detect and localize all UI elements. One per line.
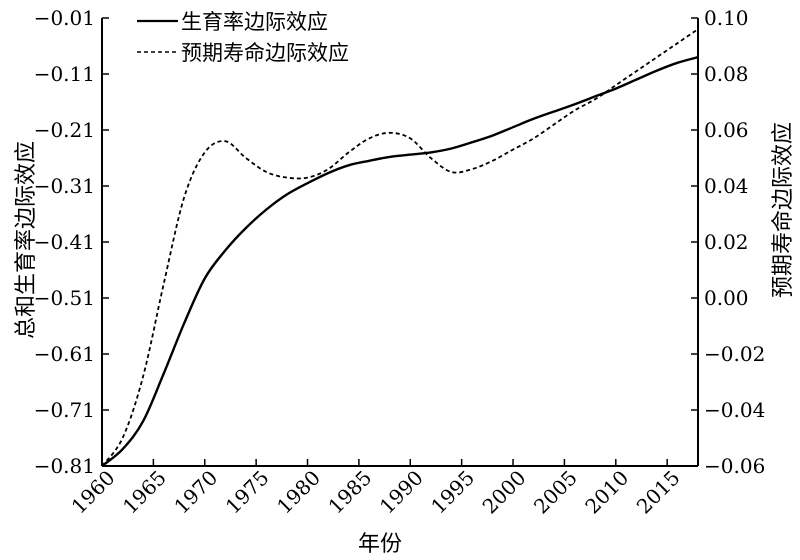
fertility-effect-line [101,56,699,467]
life-expectancy-effect-line [101,28,699,467]
right-tick-label: 0.08 [704,62,749,86]
right-tick-label: −0.04 [704,398,765,422]
x-tick-label: 2015 [632,466,685,519]
left-tick-label: −0.11 [34,62,95,86]
x-tick-label: 2005 [529,466,582,519]
left-tick-label: −0.41 [34,230,95,254]
left-tick-label: −0.01 [34,6,95,30]
left-axis-title: 总和生育率边际效应 [14,141,39,339]
right-tick-label: 0.10 [704,6,749,30]
x-tick-label: 1985 [323,466,376,519]
right-axis: 0.10 0.08 0.06 0.04 0.02 0.00 −0.02 −0.04 −0.06 [691,6,765,478]
left-tick-label: −0.21 [34,118,95,142]
series-layer [101,28,699,467]
right-axis-title: 预期寿命边际效应 [771,122,796,298]
x-tick-label: 2000 [478,466,531,519]
legend-label-life-expectancy: 预期寿命边际效应 [181,41,349,65]
x-tick-label: 1965 [118,466,171,519]
x-axis-title: 年份 [358,532,402,557]
right-tick-label: 0.04 [704,174,749,198]
right-tick-label: 0.02 [704,230,749,254]
x-tick-label: 1995 [426,466,479,519]
left-axis: −0.01 −0.11 −0.21 −0.31 −0.41 −0.51 −0.61 −0.71… [34,6,109,478]
legend: 生育率边际效应 预期寿命边际效应 [137,10,349,65]
right-tick-label: 0.00 [704,286,749,310]
x-axis: 1960196519701975198019851990199520002005… [67,459,685,519]
right-tick-label: −0.02 [704,342,765,366]
left-tick-label: −0.71 [34,398,95,422]
x-tick-label: 1970 [169,466,222,519]
right-tick-label: −0.06 [704,454,765,478]
left-tick-label: −0.81 [34,454,95,478]
legend-label-fertility: 生育率边际效应 [181,10,328,34]
left-tick-label: −0.31 [34,174,95,198]
x-tick-label: 1975 [221,466,274,519]
x-tick-label: 1980 [272,466,325,519]
left-tick-label: −0.51 [34,286,95,310]
plot-frame [101,18,699,467]
left-tick-label: −0.61 [34,342,95,366]
right-tick-label: 0.06 [704,118,749,142]
x-tick-label: 2010 [580,466,633,519]
x-tick-label: 1990 [375,466,428,519]
